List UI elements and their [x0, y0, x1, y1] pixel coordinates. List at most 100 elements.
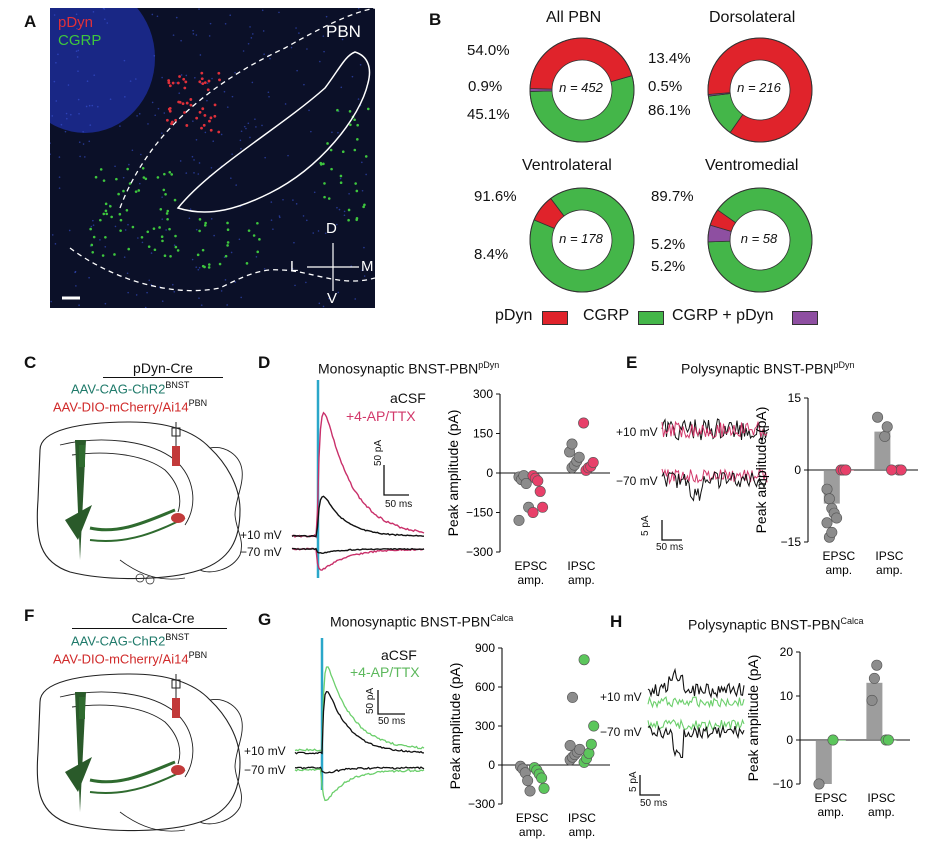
cgrp-cell — [137, 189, 141, 192]
nucleus-dot — [322, 35, 325, 37]
nucleus-dot — [197, 173, 200, 175]
trace-acsf-p10 — [294, 690, 424, 755]
data-point — [587, 456, 599, 468]
donut-pct: 0.9% — [468, 78, 503, 95]
cgrp-cell — [339, 174, 343, 178]
data-point — [585, 738, 597, 750]
nucleus-dot — [76, 56, 79, 58]
cgrp-cell — [203, 265, 206, 269]
scp-outline — [176, 51, 371, 213]
donut-title: Dorsolateral — [709, 9, 796, 26]
pdyn-cell — [171, 81, 175, 85]
cgrp-cell — [170, 173, 174, 176]
nucleus-dot — [157, 107, 160, 110]
cgrp-cell — [141, 167, 145, 170]
nucleus-dot — [223, 90, 226, 93]
data-point — [872, 411, 884, 423]
nucleus-dot — [161, 76, 163, 79]
nucleus-dot — [195, 138, 198, 141]
nucleus-dot — [188, 217, 191, 220]
cgrp-cell — [322, 162, 325, 166]
pdyn-cell — [181, 102, 185, 106]
cgrp-cell — [354, 182, 357, 185]
x-category-label: EPSC — [516, 811, 549, 825]
cgrp-cell — [164, 193, 167, 196]
cgrp-cell — [226, 228, 230, 232]
pbn-boundary-lower — [69, 247, 375, 292]
pdyn-cell — [170, 120, 174, 124]
cgrp-cell — [90, 243, 94, 247]
cgrp-cell — [226, 244, 229, 247]
pdyn-cell — [178, 75, 181, 78]
nucleus-dot — [200, 304, 203, 306]
cgrp-cell — [89, 227, 92, 231]
cgrp-cell — [204, 221, 207, 225]
x-category-label: IPSC — [567, 559, 595, 573]
nucleus-dot — [278, 11, 280, 14]
nucleus-dot — [263, 268, 266, 270]
trace-acsf-p10 — [291, 495, 424, 538]
nucleus-dot — [210, 218, 213, 220]
nucleus-dot — [291, 267, 294, 270]
nucleus-dot — [173, 244, 176, 247]
y-tick-label: −300 — [466, 545, 493, 559]
nucleus-dot — [77, 70, 79, 72]
y-tick-label: 0 — [486, 466, 493, 480]
nucleus-dot — [91, 104, 94, 107]
nucleus-dot — [127, 223, 129, 226]
x-category-label: amp. — [568, 573, 595, 587]
cgrp-cell — [218, 262, 222, 266]
virus2-sup: PBN — [188, 650, 208, 660]
cgrp-cell — [166, 217, 169, 221]
nucleus-dot — [264, 156, 266, 159]
data-point — [536, 772, 548, 784]
nucleus-dot — [220, 133, 223, 136]
virus1-name: AAV-CAG-ChR2 — [71, 633, 166, 649]
pdyn-cell — [203, 113, 207, 117]
nucleus-dot — [198, 162, 201, 164]
panel-label-f: F — [24, 606, 35, 625]
nucleus-dot — [191, 155, 194, 158]
trace-drug-m70 — [294, 768, 425, 802]
virus2-name: AAV-DIO-mCherry/Ai14 — [53, 399, 189, 415]
nucleus-dot — [146, 291, 148, 294]
nucleus-dot — [74, 271, 76, 274]
panel-label-d: D — [258, 353, 271, 372]
nucleus-dot — [206, 99, 208, 102]
virus1-name: AAV-CAG-ChR2 — [71, 381, 166, 397]
nucleus-dot — [268, 95, 270, 98]
x-category-label: EPSC — [822, 549, 855, 563]
nucleus-dot — [269, 57, 271, 60]
nucleus-dot — [242, 50, 245, 52]
donut-pct: 89.7% — [651, 188, 694, 205]
nucleus-dot — [104, 245, 107, 248]
legend-swatch-pdyn — [542, 311, 568, 325]
nucleus-dot — [270, 201, 273, 203]
donut-outline — [707, 187, 813, 293]
nucleus-dot — [122, 176, 125, 179]
trace-label-m70: −70 mV — [600, 725, 642, 739]
brain-sagittal-c — [36, 421, 243, 585]
y-tick-label: 900 — [475, 641, 495, 655]
nucleus-dot — [240, 147, 242, 150]
nucleus-dot — [50, 142, 51, 144]
nucleus-dot — [306, 219, 308, 222]
mean-bar — [866, 682, 883, 740]
nucleus-dot — [261, 124, 263, 127]
nucleus-dot — [341, 38, 344, 41]
nucleus-dot — [58, 176, 61, 178]
data-point — [882, 734, 894, 746]
panel-label-c: C — [24, 353, 37, 372]
pdyn-cell — [217, 130, 221, 134]
trace-acsf-m70 — [294, 766, 425, 774]
pdyn-cell — [185, 101, 189, 105]
cgrp-cell — [125, 208, 129, 212]
pdyn-cell — [185, 124, 189, 127]
cgrp-cell — [336, 108, 339, 112]
nucleus-dot — [78, 112, 80, 115]
panel-label-g: G — [258, 610, 272, 629]
data-point — [868, 672, 880, 684]
pdyn-cell — [183, 111, 186, 114]
cgrp-cell — [226, 241, 230, 244]
virus1-sup: BNST — [165, 380, 190, 390]
